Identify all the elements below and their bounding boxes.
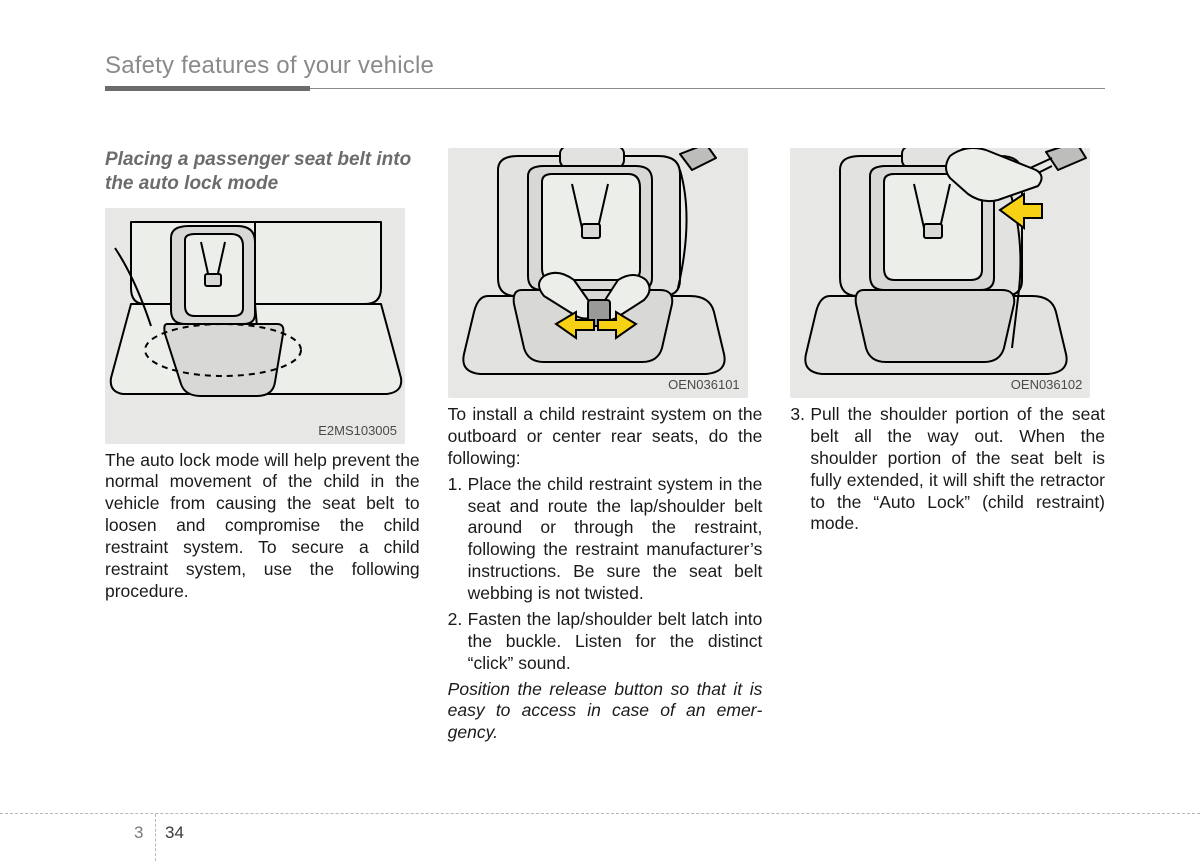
figure-1: E2MS103005 [105, 208, 405, 444]
step-1-text: Place the child restraint system in the … [468, 474, 763, 605]
column-2-text: To install a child restraint system on t… [448, 404, 763, 744]
step-3-number: 3. [790, 404, 810, 535]
step-3-text: Pull the shoulder portion of the seat be… [810, 404, 1105, 535]
column-1-text: The auto lock mode will help prevent the… [105, 450, 420, 603]
section-heading: Placing a passenger seat belt into the a… [105, 148, 420, 196]
rule-thick [105, 86, 310, 91]
column-3: OEN036102 3. Pull the shoulder portion o… [790, 148, 1105, 748]
crop-mark-vertical [155, 814, 156, 861]
step-1: 1. Place the child restraint system in t… [448, 474, 763, 605]
column-2: OEN036101 To install a child restraint s… [448, 148, 763, 748]
col2-intro: To install a child restraint system on t… [448, 404, 763, 470]
column-3-text: 3. Pull the shoulder portion of the seat… [790, 404, 1105, 535]
step-3: 3. Pull the shoulder portion of the seat… [790, 404, 1105, 535]
figure-3: OEN036102 [790, 148, 1090, 398]
step-2: 2. Fasten the lap/shoulder belt latch in… [448, 609, 763, 675]
step-1-number: 1. [448, 474, 468, 605]
col3-steps: 3. Pull the shoulder portion of the seat… [790, 404, 1105, 535]
col2-steps: 1. Place the child restraint system in t… [448, 474, 763, 675]
col1-paragraph: The auto lock mode will help prevent the… [105, 450, 420, 603]
page-header: Safety features of your vehicle [105, 52, 1110, 80]
figure-3-illustration [790, 148, 1090, 398]
figure-1-code: E2MS103005 [318, 423, 397, 438]
page-section-number: 3 [134, 823, 143, 843]
page-number: 34 [165, 823, 184, 843]
figure-2-code: OEN036101 [668, 377, 740, 392]
crop-mark-horizontal [0, 813, 1200, 814]
content-columns: Placing a passenger seat belt into the a… [105, 148, 1105, 748]
figure-2-illustration [448, 148, 748, 398]
col2-note: Position the release button so that it i… [448, 679, 763, 745]
figure-3-code: OEN036102 [1011, 377, 1083, 392]
figure-2: OEN036101 [448, 148, 748, 398]
header-rule [105, 86, 1105, 104]
step-2-text: Fasten the lap/shoulder belt latch into … [468, 609, 763, 675]
step-2-number: 2. [448, 609, 468, 675]
manual-page: Safety features of your vehicle Placing … [0, 0, 1200, 861]
rule-thin [310, 88, 1105, 89]
column-1: Placing a passenger seat belt into the a… [105, 148, 420, 748]
figure-1-illustration [105, 208, 405, 444]
